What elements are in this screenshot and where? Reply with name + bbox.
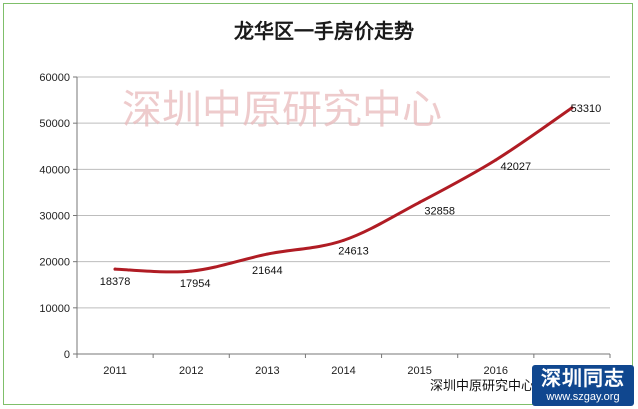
data-point-5	[494, 158, 498, 162]
site-logo-badge: 深圳同志 www.szgay.org	[532, 365, 634, 406]
chart-frame	[3, 3, 633, 405]
y-tick-label-0: 0	[64, 349, 70, 361]
data-label-6: 53310	[571, 103, 602, 115]
data-point-3	[342, 238, 345, 242]
y-axis-tick-labels: 0 10000 20000 30000 40000 50000 60000	[39, 72, 70, 361]
chart-title: 龙华区一手房价走势	[234, 19, 414, 43]
x-tick-label-2016: 2016	[484, 365, 508, 377]
data-label-1: 17954	[180, 278, 211, 290]
logo-url: www.szgay.org	[546, 391, 620, 403]
y-tick-label-20000: 20000	[39, 257, 70, 269]
data-label-5: 42027	[500, 161, 531, 173]
y-tick-label-30000: 30000	[39, 211, 70, 223]
x-tick-label-2012: 2012	[179, 365, 203, 377]
source-note: 深圳中原研究中心	[430, 379, 534, 394]
logo-title: 深圳同志	[541, 366, 625, 390]
x-tick-label-2014: 2014	[331, 365, 355, 377]
y-tick-label-50000: 50000	[39, 118, 70, 130]
y-tick-label-60000: 60000	[39, 72, 70, 84]
x-axis-tick-labels: 2011 2012 2013 2014 2015 2016	[103, 365, 508, 377]
y-tick-label-10000: 10000	[39, 303, 70, 315]
x-tick-label-2011: 2011	[103, 365, 127, 377]
data-point-0	[113, 267, 117, 271]
data-labels: 18378 17954 21644 24613 32858 42027 53310	[100, 103, 601, 290]
watermark-text: 深圳中原研究中心	[122, 87, 442, 133]
data-label-4: 32858	[424, 205, 455, 217]
data-point-4	[418, 200, 422, 204]
data-label-0: 18378	[100, 276, 131, 288]
data-label-3: 24613	[338, 245, 369, 257]
gridlines	[77, 76, 610, 309]
x-tick-label-2015: 2015	[407, 365, 431, 377]
series-line-group	[113, 106, 574, 274]
axes	[73, 76, 611, 358]
data-point-6	[570, 106, 574, 110]
x-tick-label-2013: 2013	[255, 365, 279, 377]
data-label-2: 21644	[252, 265, 283, 277]
data-point-1	[189, 269, 193, 273]
data-point-2	[265, 252, 269, 256]
y-tick-label-40000: 40000	[39, 164, 70, 176]
